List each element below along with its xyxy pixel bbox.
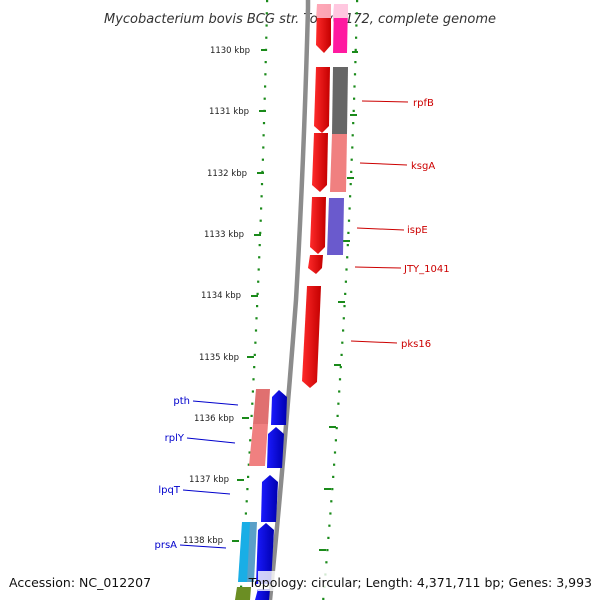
scale-labels: 1130 kbp 1131 kbp 1132 kbp 1133 kbp 1134… bbox=[183, 46, 250, 546]
outer-tick-marks bbox=[319, 51, 358, 551]
tick-label-1134: 1134 kbp bbox=[201, 291, 241, 301]
tick-label-1131: 1131 kbp bbox=[209, 107, 249, 117]
gene-label-rply[interactable]: rplY bbox=[165, 433, 185, 444]
tick-label-1133: 1133 kbp bbox=[204, 230, 244, 240]
tick-dots bbox=[239, 0, 359, 600]
tick-label-1135: 1135 kbp bbox=[199, 353, 239, 363]
forward-labels: rpfB ksgA ispE JTY_1041 pks16 bbox=[350, 98, 450, 350]
gene-arrow-bottom[interactable] bbox=[255, 589, 270, 600]
genome-title: Mycobacterium bovis BCG str. Tokyo 172, … bbox=[104, 12, 496, 27]
gene-arrow-lpqt[interactable] bbox=[261, 475, 278, 522]
accession-text: Accession: NC_012207 bbox=[9, 575, 151, 590]
tick-label-1132: 1132 kbp bbox=[207, 169, 247, 179]
gene-label-rpfb[interactable]: rpfB bbox=[413, 98, 434, 109]
gene-label-ksga[interactable]: ksgA bbox=[411, 161, 435, 172]
footer-topology-bg bbox=[258, 571, 594, 591]
tick-label-1138: 1138 kbp bbox=[183, 536, 223, 546]
gene-arrow-forward-top-light[interactable] bbox=[317, 4, 331, 18]
reverse-labels: pth rplY lpqT prsA bbox=[154, 396, 239, 551]
inner-tick-marks bbox=[232, 49, 267, 542]
gene-label-prsa[interactable]: prsA bbox=[154, 540, 177, 551]
topology-text: Topology: circular; Length: 4,371,711 bp… bbox=[248, 575, 592, 590]
gene-label-ispe[interactable]: ispE bbox=[407, 225, 428, 236]
gene-label-pks16[interactable]: pks16 bbox=[401, 339, 431, 350]
forward-strand-genes bbox=[302, 4, 331, 388]
gene-arrow-pks16[interactable] bbox=[302, 286, 321, 388]
gene-arrow-prsa[interactable] bbox=[256, 523, 274, 584]
gene-arrow-rply[interactable] bbox=[267, 427, 284, 468]
gene-label-jty1041[interactable]: JTY_1041 bbox=[403, 264, 450, 275]
tick-label-1130: 1130 kbp bbox=[210, 46, 250, 56]
reverse-strand-genes bbox=[255, 390, 287, 600]
gene-arrow-1[interactable] bbox=[312, 133, 328, 192]
annotation-column bbox=[327, 4, 348, 255]
gene-arrow-rpfb[interactable] bbox=[314, 67, 330, 133]
gene-label-lpqt[interactable]: lpqT bbox=[158, 485, 180, 496]
tick-label-1136: 1136 kbp bbox=[194, 414, 234, 424]
gene-arrow-jty1041[interactable] bbox=[308, 255, 323, 274]
gene-arrow-pth[interactable] bbox=[271, 390, 287, 425]
tick-label-1137: 1137 kbp bbox=[189, 475, 229, 485]
gene-arrow-ispe[interactable] bbox=[310, 197, 326, 254]
backbone-ring bbox=[267, 0, 311, 600]
reverse-annotation-column bbox=[235, 389, 270, 600]
gene-label-pth[interactable]: pth bbox=[173, 396, 190, 407]
